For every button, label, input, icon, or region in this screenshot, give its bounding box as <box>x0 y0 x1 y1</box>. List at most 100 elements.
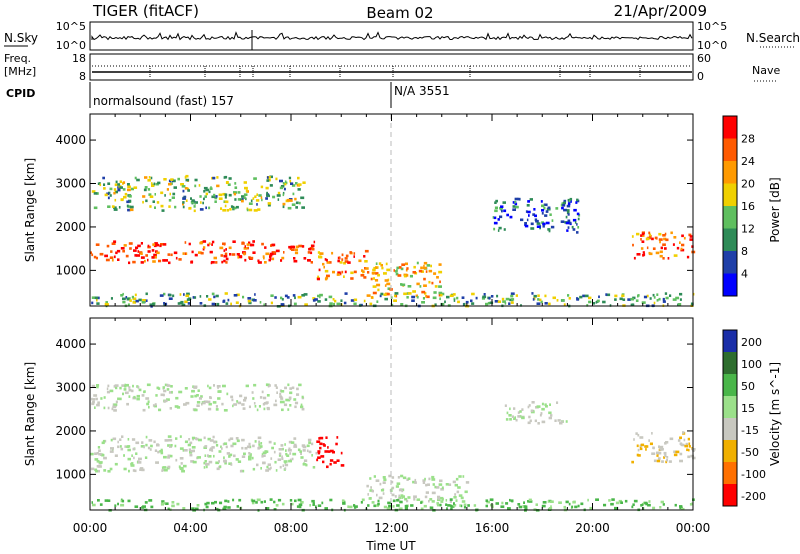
echo-cell <box>344 257 348 260</box>
echo-cell <box>645 237 650 241</box>
echo-cell <box>152 260 156 263</box>
echo-cell <box>542 222 546 226</box>
echo-cell <box>316 277 320 281</box>
echo-cell <box>312 297 316 300</box>
echo-cell <box>487 301 491 305</box>
echo-cell <box>376 300 379 303</box>
echo-cell <box>242 295 245 299</box>
echo-cell <box>424 292 427 295</box>
echo-cell <box>282 191 285 195</box>
echo-cell <box>539 298 542 302</box>
echo-cell <box>133 456 135 460</box>
echo-cell <box>250 256 254 260</box>
echo-cell <box>215 444 219 447</box>
freq-panel: Freq. [MHz] 18 8 60 0 Nave <box>4 52 780 83</box>
echo-cell <box>228 462 232 465</box>
echo-cell <box>214 196 218 200</box>
echo-cell <box>241 195 245 198</box>
echo-cell <box>496 294 499 298</box>
echo-cell <box>569 199 571 203</box>
echo-cell <box>282 205 285 209</box>
echo-cell <box>211 243 213 246</box>
echo-cell <box>289 387 292 390</box>
echo-cell <box>207 437 211 441</box>
echo-cell <box>131 454 133 457</box>
echo-cell <box>349 251 352 254</box>
echo-cell <box>298 503 303 507</box>
echo-cell <box>438 285 442 288</box>
echo-cell <box>383 272 387 275</box>
echo-cell <box>190 395 194 398</box>
echo-cell <box>200 395 203 398</box>
echo-cell <box>483 293 486 296</box>
echo-cell <box>225 181 229 184</box>
echo-cell <box>292 294 296 297</box>
echo-cell <box>279 465 282 469</box>
echo-cell <box>285 452 288 456</box>
echo-cell <box>222 209 227 212</box>
echo-cell <box>296 387 299 391</box>
echo-cell <box>127 303 130 306</box>
echo-cell <box>347 261 351 264</box>
echo-cell <box>520 304 522 307</box>
echo-cell <box>515 205 519 209</box>
echo-cell <box>308 450 312 454</box>
echo-cell <box>577 214 581 217</box>
y-tick-label: 4000 <box>55 133 86 147</box>
echo-cell <box>372 285 377 288</box>
echo-cell <box>363 299 366 303</box>
echo-cell <box>275 177 278 181</box>
echo-cell <box>182 449 185 452</box>
echo-cell <box>163 455 167 459</box>
echo-cell <box>287 383 290 387</box>
echo-cell <box>248 301 252 305</box>
echo-cell <box>541 407 545 411</box>
echo-cell <box>293 302 297 306</box>
echo-cell <box>100 461 102 465</box>
echo-cell <box>550 505 552 508</box>
echo-cell <box>281 408 284 412</box>
echo-cell <box>453 299 456 302</box>
echo-cell <box>194 253 198 257</box>
echo-cell <box>213 440 217 444</box>
echo-cell <box>163 178 167 181</box>
echo-cell <box>456 490 460 494</box>
echo-cell <box>222 384 226 388</box>
echo-cell <box>532 409 535 413</box>
echo-cell <box>229 437 234 440</box>
echo-cell <box>320 455 325 458</box>
echo-cell <box>132 447 136 451</box>
echo-cell <box>248 457 252 461</box>
echo-cell <box>231 398 234 402</box>
echo-cell <box>369 489 373 492</box>
echo-cell <box>300 196 305 200</box>
echo-cell <box>191 507 195 510</box>
echo-cell <box>662 297 665 301</box>
echo-cell <box>251 391 254 394</box>
echo-cell <box>673 450 677 454</box>
echo-cell <box>299 450 302 453</box>
echo-cell <box>127 205 131 208</box>
echo-cell <box>168 293 172 297</box>
echo-cell <box>520 218 524 222</box>
echo-cell <box>140 242 143 245</box>
echo-cell <box>280 259 283 262</box>
echo-cell <box>170 444 173 447</box>
velocity-colorbar-label: Velocity [m s^-1] <box>768 362 782 466</box>
echo-cell <box>223 176 226 179</box>
echo-cell <box>190 197 192 200</box>
echo-cell <box>406 296 409 299</box>
echo-cell <box>561 206 564 210</box>
echo-cell <box>236 439 240 443</box>
echo-cell <box>631 235 634 238</box>
echo-cell <box>545 405 548 408</box>
echo-cell <box>401 263 406 266</box>
echo-cell <box>300 452 302 455</box>
echo-cell <box>140 252 143 255</box>
echo-cell <box>649 235 652 238</box>
velocity-ylabel: Slant Range [km] <box>23 362 37 466</box>
echo-cell <box>125 384 129 387</box>
echo-cell <box>186 292 190 296</box>
